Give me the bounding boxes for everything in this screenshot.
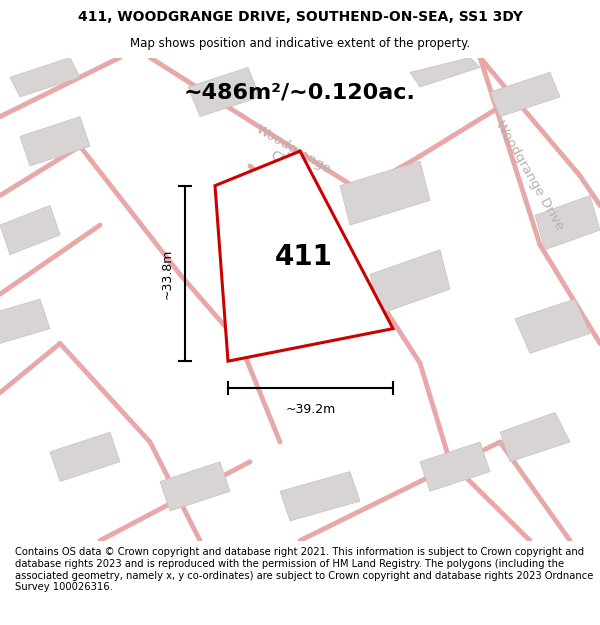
Text: ~39.2m: ~39.2m	[286, 403, 335, 416]
Text: 411, WOODGRANGE DRIVE, SOUTHEND-ON-SEA, SS1 3DY: 411, WOODGRANGE DRIVE, SOUTHEND-ON-SEA, …	[77, 10, 523, 24]
Polygon shape	[20, 117, 90, 166]
Polygon shape	[0, 299, 50, 343]
Text: Map shows position and indicative extent of the property.: Map shows position and indicative extent…	[130, 37, 470, 49]
Polygon shape	[500, 412, 570, 462]
Text: Contains OS data © Crown copyright and database right 2021. This information is : Contains OS data © Crown copyright and d…	[15, 548, 593, 592]
Polygon shape	[535, 196, 600, 250]
Text: ~486m²/~0.120ac.: ~486m²/~0.120ac.	[184, 82, 416, 102]
Text: ~33.8m: ~33.8m	[161, 248, 173, 299]
Polygon shape	[160, 462, 230, 511]
Polygon shape	[410, 58, 480, 87]
Polygon shape	[50, 432, 120, 481]
Polygon shape	[515, 299, 590, 353]
Text: Woodgrange Drive: Woodgrange Drive	[493, 119, 566, 233]
Polygon shape	[0, 206, 60, 255]
Polygon shape	[490, 72, 560, 117]
Polygon shape	[340, 161, 430, 225]
Polygon shape	[215, 151, 393, 361]
Text: 411: 411	[275, 242, 333, 271]
Polygon shape	[280, 472, 360, 521]
Polygon shape	[188, 68, 260, 117]
Text: Woodgrange
Close: Woodgrange Close	[247, 123, 334, 189]
Polygon shape	[420, 442, 490, 491]
Polygon shape	[10, 58, 80, 97]
Polygon shape	[370, 250, 450, 314]
